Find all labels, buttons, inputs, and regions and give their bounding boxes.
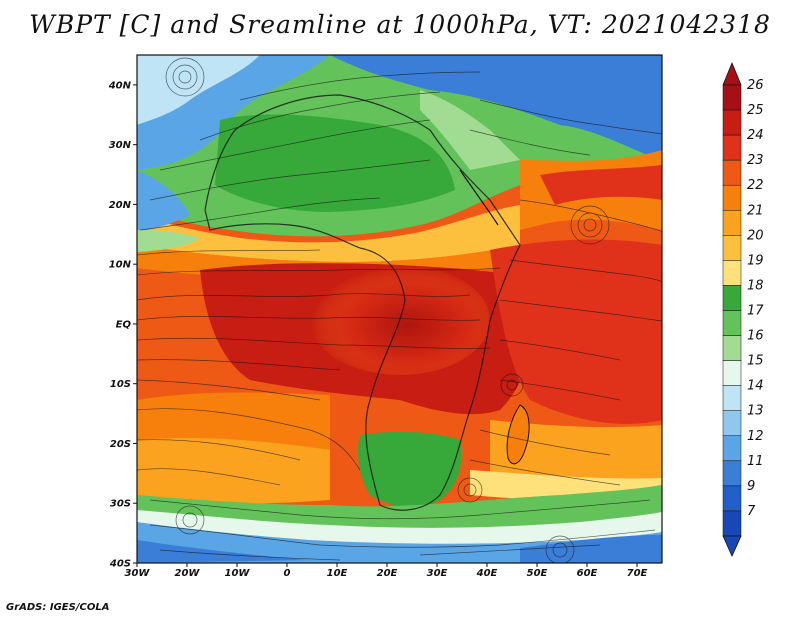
colorbar-level-label: 16	[747, 329, 764, 344]
colorbar-level-label: 9	[747, 479, 755, 494]
colorbar-level-label: 20	[747, 228, 764, 243]
latitude-axis: 40N 30N 20N 10N EQ 10S 20S 30S 40S	[108, 80, 137, 570]
lon-tick-label: 0	[284, 568, 291, 579]
streamlines	[137, 57, 662, 563]
lat-tick-label: 10S	[110, 379, 131, 390]
colorbar-swatch	[722, 360, 742, 386]
colorbar-swatch	[722, 210, 742, 236]
colorbar-swatch	[722, 134, 742, 161]
colorbar-level-label: 26	[747, 78, 764, 93]
colorbar-level-label: 19	[747, 253, 764, 268]
grads-credit: GrADS: IGES/COLA	[6, 602, 110, 613]
colorbar-level-label: 23	[747, 153, 764, 168]
colorbar-swatch	[722, 460, 742, 487]
colorbar-swatch	[722, 410, 742, 437]
colorbar-swatch	[722, 235, 742, 261]
lat-tick-label: 20S	[110, 439, 131, 450]
colorbar-swatch	[722, 260, 742, 286]
lat-tick-label: 30S	[110, 499, 131, 510]
colorbar-level-label: 25	[747, 103, 764, 118]
lat-tick-label: 40S	[109, 559, 131, 570]
lon-tick-label: 10W	[225, 568, 251, 579]
colorbar-swatch	[722, 184, 742, 211]
colorbar-max-arrow	[722, 61, 742, 86]
colorbar-level-label: 18	[747, 278, 764, 293]
colorbar: 26 25 24 23 22 21 20 19 18 17 16 15 14 13 12 11 9 7	[722, 61, 764, 557]
colorbar-swatch	[722, 109, 742, 136]
lon-tick-label: 70E	[627, 568, 648, 579]
colorbar-swatch	[722, 435, 742, 462]
lat-tick-label: 30N	[109, 140, 132, 151]
colorbar-swatch	[722, 510, 742, 537]
lon-tick-label: 30W	[125, 568, 151, 579]
colorbar-swatch	[722, 335, 742, 361]
colorbar-level-label: 14	[747, 379, 764, 394]
lon-tick-label: 30E	[427, 568, 448, 579]
colorbar-level-label: 21	[747, 203, 764, 218]
lon-tick-label: 20W	[175, 568, 201, 579]
lat-tick-label: 20N	[109, 200, 132, 211]
colorbar-level-label: 7	[747, 504, 756, 519]
colorbar-swatch	[722, 385, 742, 411]
lon-tick-label: 20E	[377, 568, 398, 579]
colorbar-level-label: 13	[747, 404, 764, 419]
longitude-axis: 30W 20W 10W 0 10E 20E 30E 40E 50E 60E 70E	[125, 563, 648, 579]
lon-tick-label: 50E	[527, 568, 548, 579]
map-frame	[136, 54, 663, 564]
lat-tick-label: 40N	[108, 80, 132, 91]
colorbar-swatch	[722, 310, 742, 336]
colorbar-level-label: 15	[747, 354, 764, 369]
colorbar-level-label: 11	[747, 454, 764, 469]
colorbar-swatch	[722, 84, 742, 111]
colorbar-swatch	[722, 285, 742, 311]
chart-title: WBPT [C] and Sreamline at 1000hPa, VT: 2…	[29, 10, 771, 39]
colorbar-level-label: 22	[747, 178, 764, 193]
colorbar-min-arrow	[722, 535, 742, 557]
colorbar-level-label: 12	[747, 429, 764, 444]
lat-tick-label: EQ	[116, 319, 132, 330]
wet-bulb-temperature-field	[137, 55, 662, 563]
colorbar-swatch	[722, 159, 742, 186]
colorbar-level-label: 17	[747, 304, 764, 319]
lon-tick-label: 60E	[577, 568, 598, 579]
colorbar-swatch	[722, 485, 742, 512]
lon-tick-label: 10E	[327, 568, 348, 579]
colorbar-level-label: 24	[747, 128, 764, 143]
lon-tick-label: 40E	[476, 568, 498, 579]
lat-tick-label: 10N	[109, 260, 132, 271]
